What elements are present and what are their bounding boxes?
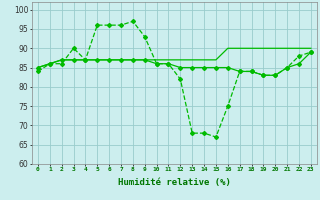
X-axis label: Humidité relative (%): Humidité relative (%) xyxy=(118,178,231,187)
